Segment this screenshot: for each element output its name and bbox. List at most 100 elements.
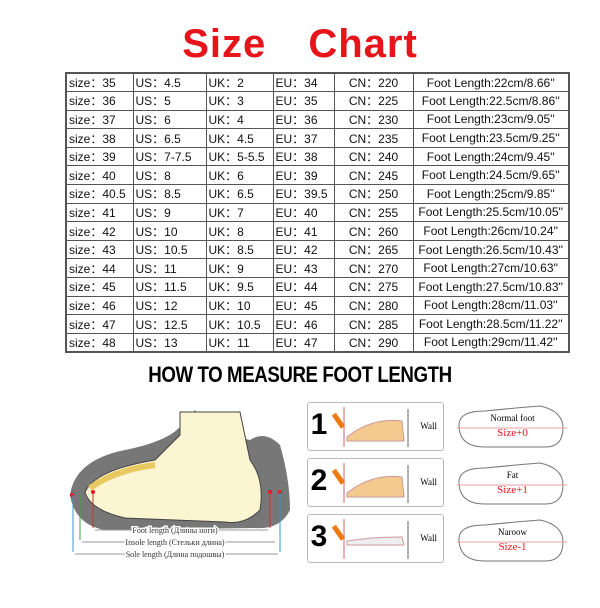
table-cell: size：37 [65,109,134,130]
table-cell: UK：4 [205,109,274,130]
wall-label: Wall [420,477,437,487]
step-number: 2 [310,464,328,497]
table-cell: US：10 [132,221,207,241]
foot-width-type: Fat Size+1 [455,460,570,510]
table-cell: US：12 [132,295,207,316]
table-cell: UK：11 [205,332,274,353]
table-cell: US：6 [132,109,207,130]
table-row: size：42 US：10 UK：8 EU：41 CN：260 Foot Length:2… [65,221,570,241]
table-cell: Foot Length:28.5cm/11.22'' [412,314,570,334]
table-cell: size：40 [65,165,134,186]
table-cell: UK：9 [205,258,274,279]
table-cell: CN：260 [333,221,414,241]
table-cell: size：42 [65,221,134,241]
table-cell: UK：2 [205,72,274,93]
foot-outline-icon [457,462,567,505]
table-cell: US：6.5 [132,128,207,148]
table-cell: size：35 [65,72,134,93]
table-cell: UK：8.5 [205,239,274,260]
table-cell: US：11 [132,258,207,279]
foot-type-label: Fat [506,470,519,480]
table-cell: CN：225 [333,91,414,111]
table-cell: size：44 [65,258,134,279]
table-cell: UK：7 [205,202,274,223]
table-row: size：35 US：4.5 UK：2 EU：34 CN：220 Foot Length:… [65,72,570,93]
table-cell: size：43 [65,239,134,260]
table-cell: Foot Length:26cm/10.24'' [412,221,570,241]
table-cell: Foot Length:24.5cm/9.65'' [412,165,570,186]
table-cell: Foot Length:25cm/9.85'' [412,184,570,204]
table-cell: UK：5-5.5 [205,146,274,167]
table-cell: size：41 [65,202,134,223]
size-adjust-label: Size+0 [497,427,528,439]
table-cell: CN：220 [333,72,414,93]
table-cell: Foot Length:26.5cm/10.43'' [412,239,570,260]
foot-length-label: Foot length (Длины ноги) [132,526,218,535]
table-cell: CN：230 [333,109,414,130]
table-cell: US：8 [132,165,207,186]
size-table: size：35 US：4.5 UK：2 EU：34 CN：220 Foot Length:… [65,72,570,353]
table-cell: Foot Length:24cm/9.45'' [412,146,570,167]
page-title: Size Chart [182,22,418,66]
table-cell: EU：47 [272,332,335,353]
table-cell: US：7-7.5 [132,146,207,167]
foot-width-type: Naroow Size-1 [455,517,570,567]
table-cell: CN：275 [333,277,414,297]
table-cell: EU：44 [272,277,335,297]
table-cell: EU：40 [272,202,335,223]
table-row: size：37 US：6 UK：4 EU：36 CN：230 Foot Length:23… [65,109,570,130]
table-row: size：40 US：8 UK：6 EU：39 CN：245 Foot Length:24… [65,165,570,186]
table-cell: US：13 [132,332,207,353]
table-cell: size：47 [65,314,134,334]
measure-heading: HOW TO MEASURE FOOT LENGTH [148,362,452,387]
table-cell: UK：10 [205,295,274,316]
table-row: size：39 US：7-7.5 UK：5-5.5 EU：38 CN：240 Foot L… [65,146,570,167]
table-cell: EU：42 [272,239,335,260]
table-cell: US：12.5 [132,314,207,334]
table-cell: Foot Length:22cm/8.66'' [412,72,570,93]
table-cell: UK：3 [205,91,274,111]
table-cell: US：8.5 [132,184,207,204]
table-cell: Foot Length:25.5cm/10.05'' [412,202,570,223]
sole-length-label: Sole length (Длина подошвы) [126,550,225,559]
table-cell: UK：9.5 [205,277,274,297]
foot-type-label: Naroow [498,527,527,537]
table-cell: EU：39.5 [272,184,335,204]
table-cell: size：45 [65,277,134,297]
table-row: size：40.5 US：8.5 UK：6.5 EU：39.5 CN：250 Foot L… [65,184,570,204]
table-cell: EU：45 [272,295,335,316]
table-cell: CN：280 [333,295,414,316]
table-cell: EU：46 [272,314,335,334]
step-number: 3 [310,520,328,553]
table-cell: Foot Length:23.5cm/9.25'' [412,128,570,148]
foot-measure-icon [332,407,409,447]
table-cell: EU：36 [272,109,335,130]
measure-step: 3 Wall [307,514,444,563]
table-cell: CN：250 [333,184,414,204]
table-cell: UK：8 [205,221,274,241]
table-row: size：47 US：12.5 UK：10.5 EU：46 CN：285 Foot Len… [65,314,570,334]
table-cell: UK：10.5 [205,314,274,334]
table-cell: EU：41 [272,221,335,241]
table-cell: Foot Length:22.5cm/8.86'' [412,91,570,111]
table-cell: size：40.5 [65,184,134,204]
step-number: 1 [310,408,328,441]
table-row: size：46 US：12 UK：10 EU：45 CN：280 Foot Length:… [65,295,570,316]
foot-measure-icon [332,519,409,559]
table-cell: US：11.5 [132,277,207,297]
table-cell: size：38 [65,128,134,148]
table-cell: Foot Length:27.5cm/10.83'' [412,277,570,297]
table-cell: EU：35 [272,91,335,111]
table-cell: CN：235 [333,128,414,148]
table-cell: CN：255 [333,202,414,223]
table-cell: EU：38 [272,146,335,167]
table-cell: CN：285 [333,314,414,334]
table-cell: size：36 [65,91,134,111]
table-cell: size：46 [65,295,134,316]
table-cell: CN：240 [333,146,414,167]
table-row: size：45 US：11.5 UK：9.5 EU：44 CN：275 Foot Leng… [65,277,570,297]
table-cell: EU：39 [272,165,335,186]
wall-label: Wall [420,533,437,543]
table-cell: US：9 [132,202,207,223]
table-cell: US：4.5 [132,72,207,93]
